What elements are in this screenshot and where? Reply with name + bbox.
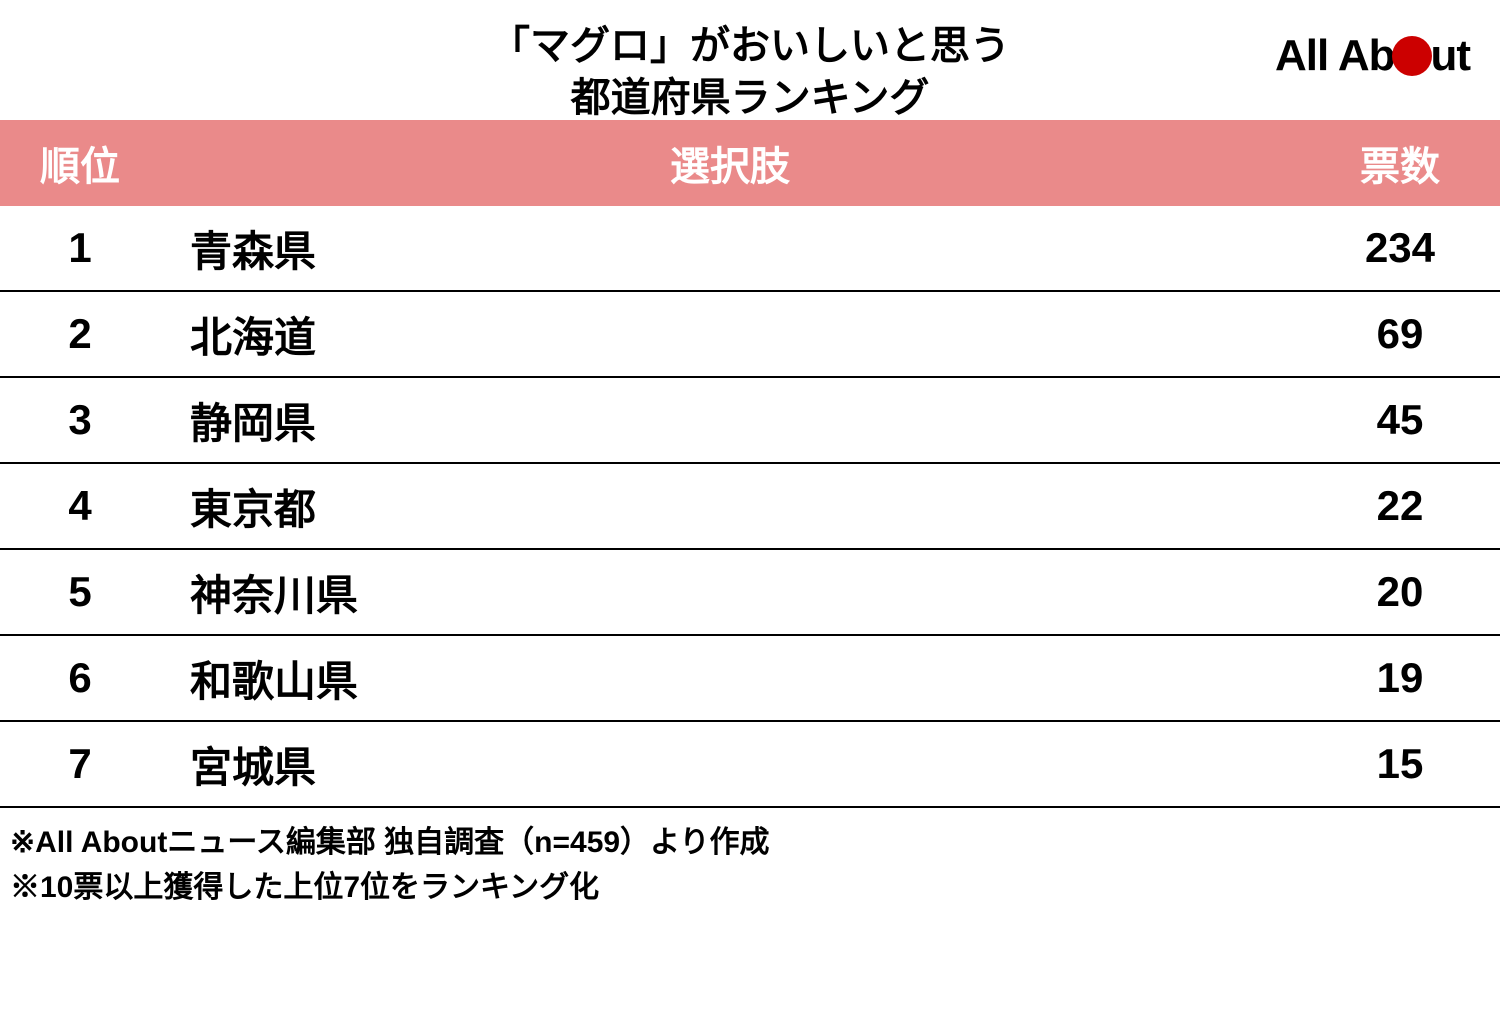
footer-note-2: ※10票以上獲得した上位7位をランキング化 [10, 865, 1490, 910]
row-rank: 1 [0, 224, 160, 272]
row-choice: 神奈川県 [160, 562, 1300, 623]
logo-text-before: All Ab [1275, 31, 1394, 81]
row-votes: 22 [1300, 482, 1500, 530]
row-rank: 6 [0, 654, 160, 702]
table-row: 6和歌山県19 [0, 636, 1500, 722]
table-row: 4東京都22 [0, 464, 1500, 550]
row-rank: 3 [0, 396, 160, 444]
logo-text-after: ut [1430, 31, 1470, 81]
table-body: 1青森県2342北海道693静岡県454東京都225神奈川県206和歌山県197… [0, 206, 1500, 808]
row-rank: 4 [0, 482, 160, 530]
row-rank: 7 [0, 740, 160, 788]
row-votes: 234 [1300, 224, 1500, 272]
row-votes: 69 [1300, 310, 1500, 358]
table-row: 5神奈川県20 [0, 550, 1500, 636]
row-rank: 5 [0, 568, 160, 616]
table-row: 2北海道69 [0, 292, 1500, 378]
footer-note-1: ※All Aboutニュース編集部 独自調査（n=459）より作成 [10, 820, 1490, 865]
row-choice: 和歌山県 [160, 648, 1300, 709]
header-votes: 票数 [1300, 134, 1500, 192]
table-row: 7宮城県15 [0, 722, 1500, 808]
header-area: 「マグロ」がおいしいと思う 都道府県ランキング All Ab ut [0, 0, 1500, 120]
row-votes: 19 [1300, 654, 1500, 702]
row-choice: 東京都 [160, 476, 1300, 537]
row-choice: 宮城県 [160, 734, 1300, 795]
footer-notes: ※All Aboutニュース編集部 独自調査（n=459）より作成 ※10票以上… [0, 808, 1500, 910]
header-rank: 順位 [0, 134, 160, 192]
logo-dot-icon [1392, 36, 1432, 76]
table-row: 1青森県234 [0, 206, 1500, 292]
header-choice: 選択肢 [160, 134, 1300, 192]
row-rank: 2 [0, 310, 160, 358]
row-choice: 静岡県 [160, 390, 1300, 451]
row-votes: 20 [1300, 568, 1500, 616]
row-choice: 青森県 [160, 218, 1300, 279]
row-choice: 北海道 [160, 304, 1300, 365]
row-votes: 45 [1300, 396, 1500, 444]
ranking-table: 順位 選択肢 票数 1青森県2342北海道693静岡県454東京都225神奈川県… [0, 120, 1500, 808]
table-header-row: 順位 選択肢 票数 [0, 120, 1500, 206]
allabout-logo: All Ab ut [1275, 30, 1470, 81]
table-row: 3静岡県45 [0, 378, 1500, 464]
row-votes: 15 [1300, 740, 1500, 788]
